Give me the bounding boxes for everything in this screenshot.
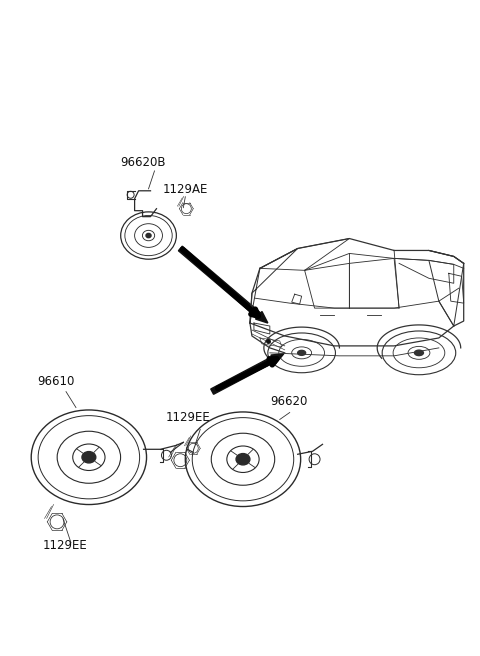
Ellipse shape: [236, 453, 250, 465]
Ellipse shape: [415, 350, 423, 356]
FancyArrow shape: [179, 246, 268, 323]
Text: 1129EE: 1129EE: [43, 539, 88, 552]
Text: 96610: 96610: [37, 375, 74, 388]
Text: 96620: 96620: [270, 394, 307, 407]
Text: 1129EE: 1129EE: [166, 411, 210, 424]
Ellipse shape: [146, 234, 151, 237]
Ellipse shape: [298, 350, 306, 356]
Ellipse shape: [82, 451, 96, 463]
Text: 1129AE: 1129AE: [162, 183, 208, 195]
FancyArrow shape: [211, 354, 284, 394]
Text: 96620B: 96620B: [120, 156, 166, 169]
